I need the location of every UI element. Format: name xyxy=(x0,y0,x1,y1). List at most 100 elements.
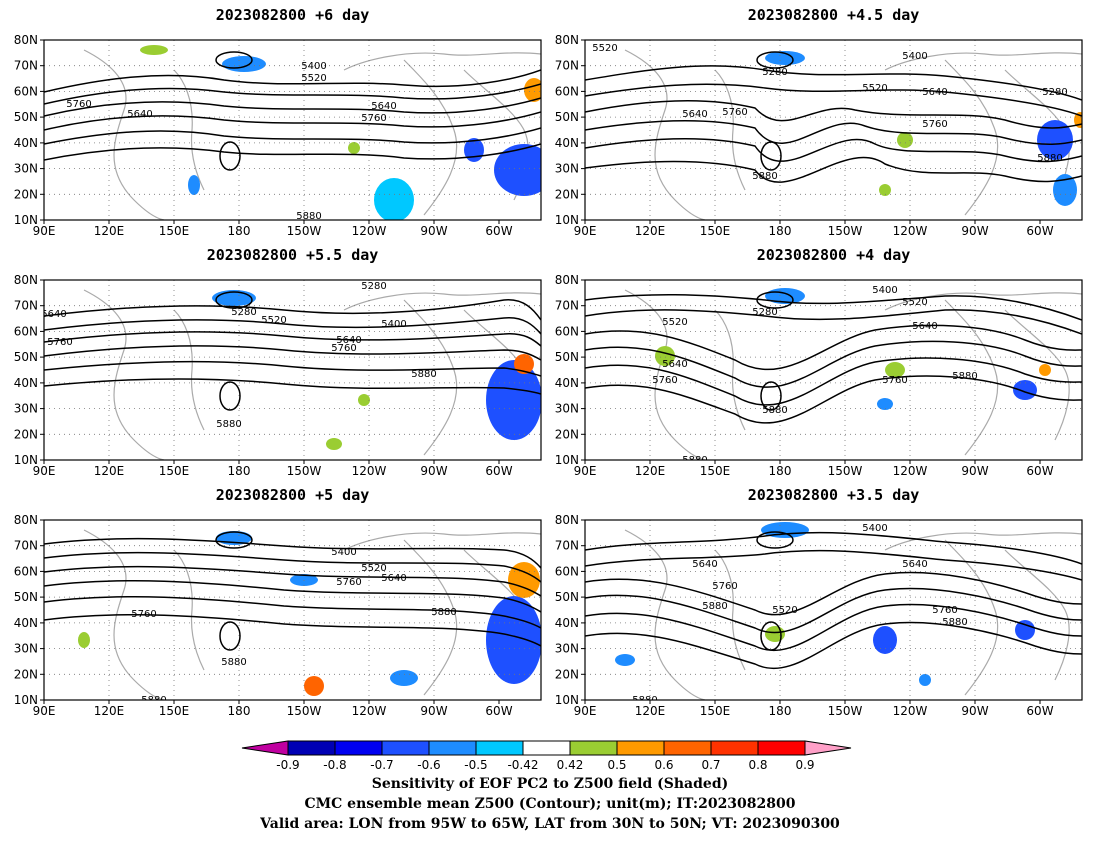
lon-tick-label: 120W xyxy=(893,464,928,478)
z500-contour xyxy=(44,551,541,583)
lat-tick-label: 80N xyxy=(555,273,579,287)
contour-label: 5880 xyxy=(431,607,456,618)
colorbar-tick-label: 0.7 xyxy=(701,758,720,772)
panel-title: 2023082800 +5 day xyxy=(216,486,370,504)
coastline xyxy=(403,299,458,456)
sensitivity-shading xyxy=(1037,120,1073,160)
lon-tick-label: 150W xyxy=(287,464,322,478)
sensitivity-shading xyxy=(348,142,360,154)
z500-contour xyxy=(585,324,1082,371)
contour-label: 5640 xyxy=(682,109,707,120)
contour-label: 5520 xyxy=(592,43,617,54)
z500-contour xyxy=(44,565,541,597)
sensitivity-shading xyxy=(879,184,891,196)
lon-tick-label: 90E xyxy=(33,464,56,478)
colorbar-tick-label: 0.42 xyxy=(557,758,584,772)
contour-label: 5760 xyxy=(882,375,907,386)
lon-tick-label: 120W xyxy=(352,464,387,478)
contour-label: 5760 xyxy=(336,577,361,588)
lon-tick-label: 150E xyxy=(159,704,190,718)
sensitivity-shading xyxy=(486,596,541,684)
lat-tick-label: 20N xyxy=(14,187,38,201)
z500-contour xyxy=(44,83,541,105)
sensitivity-shading xyxy=(188,175,200,195)
lat-tick-label: 80N xyxy=(14,273,38,287)
z500-contour xyxy=(585,65,1082,101)
contour-label: 5520 xyxy=(772,605,797,616)
z500-contour xyxy=(585,309,1082,335)
z500-contour xyxy=(585,603,1082,652)
sensitivity-shading xyxy=(1053,174,1077,206)
lat-tick-label: 40N xyxy=(14,376,38,390)
contour-label: 5400 xyxy=(331,547,356,558)
colorbar-swatch xyxy=(663,740,712,756)
contour-label: 5640 xyxy=(662,359,687,370)
sensitivity-shading xyxy=(390,670,418,686)
lat-tick-label: 50N xyxy=(555,350,579,364)
z500-contour xyxy=(44,580,541,613)
sensitivity-shading xyxy=(1015,620,1035,640)
lat-tick-label: 60N xyxy=(555,84,579,98)
contour-label: 5640 xyxy=(127,109,152,120)
lon-tick-label: 120E xyxy=(94,464,125,478)
z500-contour xyxy=(585,549,1082,581)
colorbar-tick-label: -0.8 xyxy=(323,758,346,772)
z500-contour xyxy=(585,119,1082,146)
lon-tick-label: 60W xyxy=(485,224,512,238)
coastline xyxy=(884,52,1082,71)
panel-title: 2023082800 +6 day xyxy=(216,6,370,24)
lon-tick-label: 90W xyxy=(420,224,447,238)
lon-tick-label: 90W xyxy=(961,224,988,238)
lon-tick-label: 120W xyxy=(352,704,387,718)
lat-tick-label: 50N xyxy=(555,590,579,604)
sensitivity-shading xyxy=(304,676,324,696)
lon-tick-label: 150W xyxy=(828,224,863,238)
panel-frame xyxy=(43,39,542,221)
z500-contour xyxy=(215,291,253,309)
contour-label: 5760 xyxy=(47,337,72,348)
z500-contour xyxy=(44,317,541,335)
contour-label: 5880 xyxy=(411,369,436,380)
contour-label: 5760 xyxy=(712,581,737,592)
lat-tick-label: 10N xyxy=(555,453,579,467)
colorbar-swatch xyxy=(522,740,571,756)
lat-tick-label: 70N xyxy=(555,299,579,313)
caption-line-2: CMC ensemble mean Z500 (Contour); unit(m… xyxy=(304,796,796,812)
colorbar-tick-label: -0.42 xyxy=(507,758,538,772)
colorbar-swatch xyxy=(428,740,477,756)
lon-tick-label: 90W xyxy=(961,464,988,478)
lat-tick-label: 70N xyxy=(14,299,38,313)
colorbar: -0.9 -0.8 -0.7 -0.6 -0.5 -0.42 0.42 0.5 0.6 0.7 0.… xyxy=(241,740,852,772)
contour-label: 5760 xyxy=(331,343,356,354)
colorbar-swatch xyxy=(616,740,665,756)
z500-contour xyxy=(585,294,1082,321)
lon-tick-label: 150E xyxy=(700,464,731,478)
contour-label: 5760 xyxy=(66,99,91,110)
contour-label: 5520 xyxy=(902,297,927,308)
lat-tick-label: 50N xyxy=(14,350,38,364)
z500-contour xyxy=(44,596,541,629)
lon-tick-label: 120W xyxy=(893,704,928,718)
contour-label: 5280 xyxy=(231,307,256,318)
lon-tick-label: 180 xyxy=(769,464,792,478)
lat-tick-label: 40N xyxy=(14,136,38,150)
lon-tick-label: 180 xyxy=(228,224,251,238)
coastline xyxy=(884,292,1082,311)
contour-label: 5880 xyxy=(942,617,967,628)
contour-label: 5880 xyxy=(702,601,727,612)
z500-contour xyxy=(585,621,1082,670)
lat-tick-label: 70N xyxy=(555,539,579,553)
contour-label: 5520 xyxy=(361,563,386,574)
contour-label: 5880 xyxy=(632,695,657,706)
panel-frame xyxy=(584,279,1083,461)
colorbar-tick-label: 0.5 xyxy=(607,758,626,772)
z500-contour xyxy=(585,156,1082,183)
sensitivity-shading xyxy=(524,78,541,102)
coastline xyxy=(83,529,165,700)
contour-label: 5880 xyxy=(682,455,707,466)
coastline xyxy=(1004,549,1070,681)
panel-title: 2023082800 +4 day xyxy=(757,246,911,264)
colorbar-arrow-low xyxy=(241,740,289,756)
